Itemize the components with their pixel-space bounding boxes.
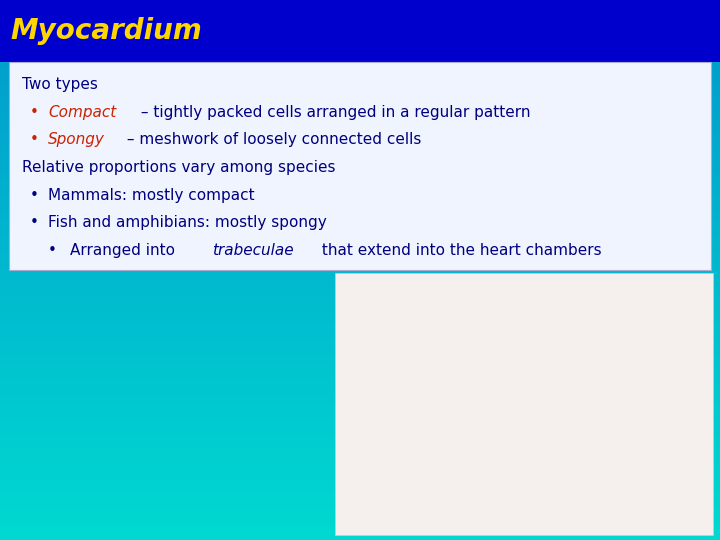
- Text: that extend into the heart chambers: that extend into the heart chambers: [317, 243, 602, 258]
- Text: Fish and amphibians: mostly spongy: Fish and amphibians: mostly spongy: [48, 215, 327, 231]
- Text: Mammals: mostly compact: Mammals: mostly compact: [48, 188, 255, 203]
- Text: Relative proportions vary among species: Relative proportions vary among species: [22, 160, 335, 175]
- Text: •: •: [30, 188, 39, 203]
- Text: – meshwork of loosely connected cells: – meshwork of loosely connected cells: [122, 132, 421, 147]
- Text: Arranged into: Arranged into: [70, 243, 180, 258]
- Text: Myocardium: Myocardium: [11, 17, 202, 45]
- Text: Two types: Two types: [22, 77, 97, 92]
- Text: trabeculae: trabeculae: [212, 243, 293, 258]
- Text: Spongy: Spongy: [48, 132, 105, 147]
- FancyBboxPatch shape: [0, 0, 720, 62]
- Text: •: •: [30, 132, 39, 147]
- FancyBboxPatch shape: [9, 62, 711, 270]
- FancyBboxPatch shape: [335, 273, 713, 535]
- Text: Compact: Compact: [48, 105, 117, 120]
- Text: •: •: [30, 105, 39, 120]
- Text: •: •: [30, 215, 39, 231]
- Text: •: •: [48, 243, 57, 258]
- Text: – tightly packed cells arranged in a regular pattern: – tightly packed cells arranged in a reg…: [136, 105, 531, 120]
